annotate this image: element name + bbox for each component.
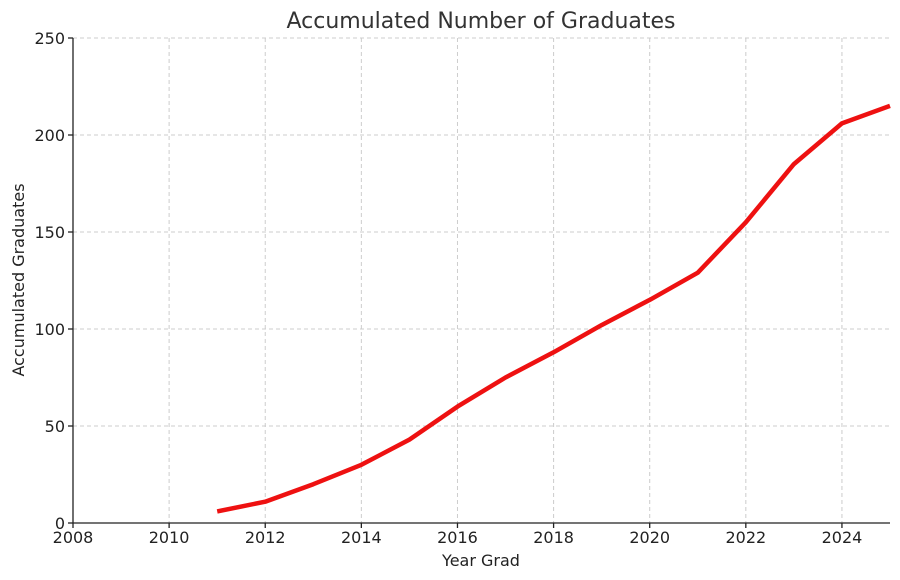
x-tick-label: 2018 — [533, 528, 574, 547]
chart-title: Accumulated Number of Graduates — [286, 9, 675, 34]
x-tick-label: 2008 — [53, 528, 94, 547]
axes — [68, 37, 890, 528]
x-tick-label: 2016 — [437, 528, 478, 547]
y-axis-label: Accumulated Graduates — [9, 183, 28, 376]
x-tick-label: 2020 — [629, 528, 670, 547]
y-tick-label: 50 — [45, 417, 65, 436]
y-tick-label: 200 — [34, 126, 65, 145]
x-tick-label: 2024 — [822, 528, 863, 547]
x-tick-label: 2012 — [245, 528, 286, 547]
x-tick-label: 2014 — [341, 528, 382, 547]
grid — [73, 37, 890, 523]
x-axis-label: Year Grad — [441, 551, 520, 570]
y-tick-label: 0 — [55, 514, 65, 533]
x-tick-label: 2010 — [149, 528, 190, 547]
series-layer — [216, 103, 891, 514]
y-tick-label: 250 — [34, 29, 65, 48]
tick-labels: 2008 2010 2012 2014 2016 2018 2020 2022 2024 0 50 1… — [34, 29, 862, 547]
x-tick-label: 2022 — [725, 528, 766, 547]
series-line — [216, 103, 891, 514]
y-tick-label: 150 — [34, 223, 65, 242]
y-tick-label: 100 — [34, 320, 65, 339]
